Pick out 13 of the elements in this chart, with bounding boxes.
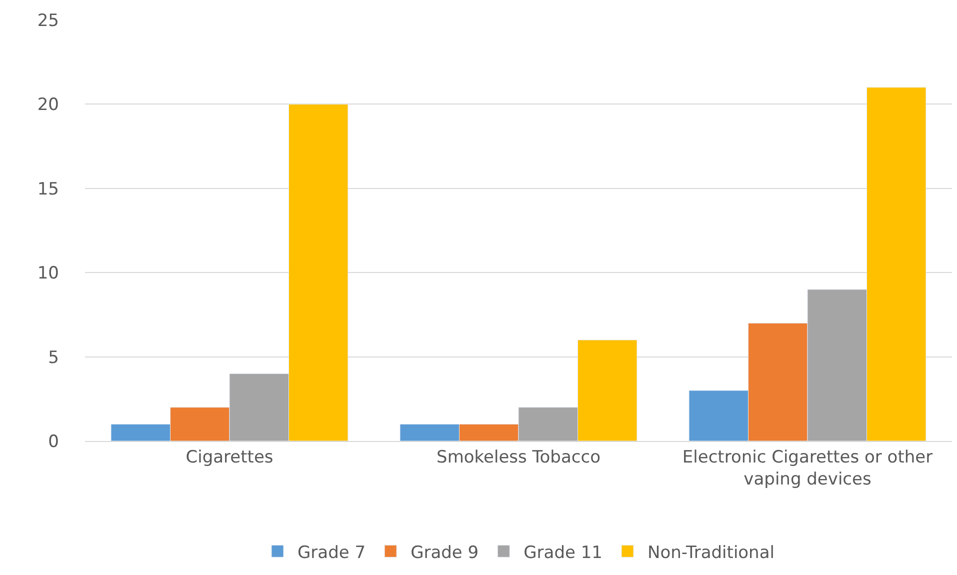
- legend-label: Grade 9: [410, 542, 479, 563]
- legend-label: Non-Traditional: [648, 542, 774, 563]
- x-tick-label: Smokeless Tobacco: [436, 447, 600, 468]
- y-tick-label: 25: [37, 10, 59, 31]
- y-tick-label: 0: [48, 432, 59, 452]
- legend-label: Grade 11: [524, 542, 602, 563]
- y-tick-label: 20: [37, 95, 59, 116]
- y-tick-label: 5: [48, 348, 59, 368]
- x-tick-label: Electronic Cigarettes or other vaping devices: [682, 447, 933, 490]
- x-tick-label: Cigarettes: [186, 447, 274, 468]
- legend-label: Grade 7: [298, 542, 366, 563]
- y-tick-label: 15: [37, 179, 59, 200]
- y-tick-label: 10: [37, 264, 59, 284]
